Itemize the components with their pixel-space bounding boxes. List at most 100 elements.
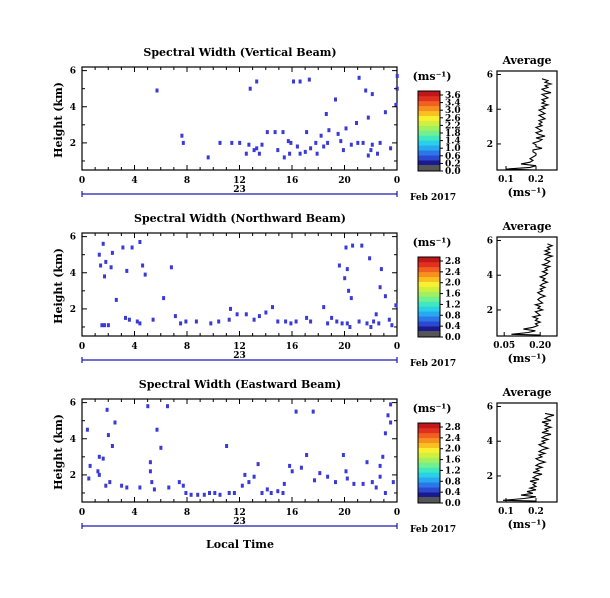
average-y-tick-label: 2 <box>487 306 493 316</box>
data-cell <box>255 146 259 151</box>
average-panel: Average (ms⁻¹) 6 4 2 0.1 0.2 <box>487 54 558 199</box>
colorbar-segment <box>418 286 440 292</box>
data-cell <box>252 148 256 153</box>
data-cell <box>387 317 391 322</box>
panel-vertical-beam: Spectral Width (Vertical Beam) Height (k… <box>52 46 558 203</box>
date-suffix: Feb 2017 <box>410 193 456 203</box>
date-suffix: Feb 2017 <box>410 359 456 369</box>
data-cell <box>378 140 382 145</box>
colorbar-segment <box>418 447 440 453</box>
average-y-tick-label: 4 <box>487 105 493 115</box>
y-tick-label: 4 <box>70 103 76 113</box>
average-profile-line <box>505 78 553 171</box>
data-cell <box>138 485 142 490</box>
data-cell <box>155 427 159 432</box>
data-cell <box>247 480 251 485</box>
colorbar-tick-label: 0.0 <box>445 167 461 177</box>
data-cell <box>151 317 155 322</box>
data-cell <box>286 139 290 144</box>
colorbar-segment <box>418 482 440 488</box>
colorbar-unit: (ms⁻¹) <box>413 70 452 83</box>
data-cell <box>357 319 361 324</box>
data-cell <box>167 485 171 490</box>
data-cell <box>213 491 217 495</box>
colorbar-segment <box>418 437 440 444</box>
data-cell <box>110 444 114 448</box>
colorbar-tick-label: 1.6 <box>445 456 461 466</box>
data-cell <box>238 140 242 145</box>
data-cell <box>344 245 348 250</box>
day-axis: 23 <box>81 185 398 197</box>
data-cell <box>232 491 236 495</box>
data-cell <box>341 148 345 153</box>
panel-northward-beam: Spectral Width (Northward Beam) Height (… <box>52 212 558 369</box>
data-cell <box>106 433 110 438</box>
colorbar-segment <box>418 95 440 102</box>
data-cell <box>138 321 142 326</box>
data-cell <box>85 427 89 432</box>
colorbar-segment <box>418 110 440 116</box>
data-cell <box>318 471 322 476</box>
x-tick-label: 4 <box>131 176 137 186</box>
data-cell <box>303 149 307 154</box>
average-y-tick-label: 2 <box>487 140 493 150</box>
colorbar-tick-label: 1.0 <box>445 144 461 154</box>
colorbar-underflow <box>418 497 440 503</box>
y-axis-label: Height (km) <box>52 414 65 490</box>
data-cell <box>96 469 100 474</box>
data-cell <box>248 86 252 91</box>
y-tick-label: 2 <box>70 305 76 315</box>
x-tick-label: 0 <box>79 342 85 352</box>
data-cell <box>322 305 326 310</box>
colorbar-segment <box>418 257 440 263</box>
colorbar-tick-label: 0.0 <box>445 499 461 509</box>
x-tick-label: 0 <box>79 508 85 518</box>
plot-frame <box>81 66 398 171</box>
data-cell <box>265 130 269 135</box>
colorbar-unit: (ms⁻¹) <box>413 236 452 249</box>
average-panel: Average (ms⁻¹) 6 4 2 0.05 0.20 <box>487 220 558 365</box>
data-cell <box>225 444 229 448</box>
data-cell <box>355 121 358 125</box>
data-cell <box>315 151 319 156</box>
data-cell <box>146 404 150 409</box>
data-cell <box>365 460 369 465</box>
average-x-tick-label: 0.05 <box>493 341 515 351</box>
data-cell <box>113 420 117 425</box>
data-cell <box>265 487 269 492</box>
data-cell <box>100 323 104 328</box>
colorbar-segment <box>418 301 440 307</box>
data-cell <box>349 296 353 301</box>
data-cell <box>103 323 106 328</box>
data-cell <box>227 317 231 322</box>
data-cell <box>292 79 295 84</box>
data-cell <box>284 319 288 324</box>
average-frame <box>496 236 558 337</box>
colorbar-tick-label: 0.8 <box>445 477 461 487</box>
data-cell <box>256 462 260 467</box>
data-cell <box>326 321 330 326</box>
data-cell <box>345 267 349 272</box>
average-panel: Average (ms⁻¹) 6 4 2 0.1 0.2 <box>487 386 558 531</box>
data-cell <box>179 321 183 326</box>
data-cell <box>389 420 393 425</box>
data-cell <box>229 306 232 311</box>
data-cell <box>390 323 394 328</box>
average-profile-line <box>502 412 555 502</box>
data-cell <box>309 319 313 324</box>
day-label: 23 <box>233 517 246 527</box>
average-frame <box>496 402 558 503</box>
data-cell <box>361 140 365 145</box>
panel-eastward-beam: Spectral Width (Eastward Beam) Height (k… <box>52 378 558 535</box>
data-cell <box>141 263 145 268</box>
average-profile-line <box>511 243 555 336</box>
data-cell <box>282 481 286 486</box>
data-cell <box>127 317 131 322</box>
data-cell <box>99 263 103 268</box>
data-cell <box>218 140 222 145</box>
colorbar-segment <box>418 457 440 463</box>
colorbar-underflow <box>418 165 440 171</box>
data-cell <box>150 480 154 485</box>
x-tick-label: 0 <box>394 342 400 352</box>
data-cell <box>351 243 355 248</box>
